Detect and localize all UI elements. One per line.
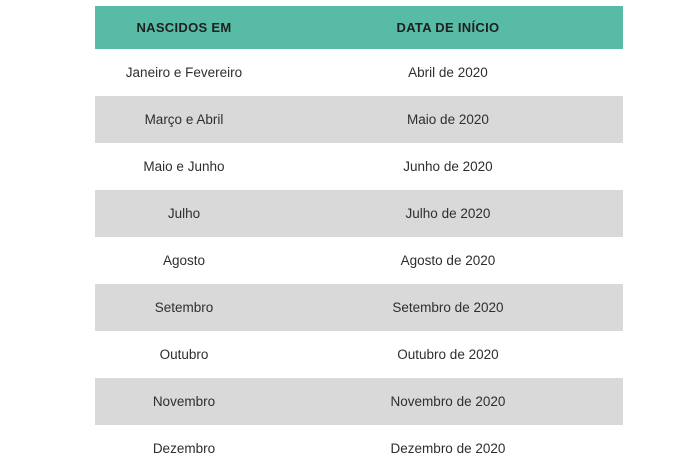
column-header-born-in: NASCIDOS EM bbox=[95, 6, 273, 49]
table-row: Julho Julho de 2020 bbox=[95, 190, 623, 237]
payment-schedule-table: NASCIDOS EM DATA DE INÍCIO Janeiro e Fev… bbox=[95, 6, 623, 472]
cell-start-date: Maio de 2020 bbox=[407, 112, 489, 127]
table-row: Setembro Setembro de 2020 bbox=[95, 284, 623, 331]
cell-born-in: Maio e Junho bbox=[143, 159, 225, 174]
cell-born-in: Setembro bbox=[154, 300, 214, 315]
cell-start-date: Julho de 2020 bbox=[405, 206, 491, 221]
cell-start-date: Agosto de 2020 bbox=[400, 253, 496, 268]
cell-start-date: Junho de 2020 bbox=[403, 159, 493, 174]
cell-born-in: Julho bbox=[167, 206, 201, 221]
cell-start-date: Outubro de 2020 bbox=[397, 347, 499, 362]
cell-born-in: Março e Abril bbox=[144, 112, 224, 127]
table-row: Dezembro Dezembro de 2020 bbox=[95, 425, 623, 472]
table-header-row: NASCIDOS EM DATA DE INÍCIO bbox=[95, 6, 623, 49]
cell-born-in: Outubro bbox=[159, 347, 209, 362]
column-header-start-date: DATA DE INÍCIO bbox=[272, 6, 623, 49]
cell-born-in: Dezembro bbox=[152, 441, 216, 456]
table-row: Novembro Novembro de 2020 bbox=[95, 378, 623, 425]
table-row: Janeiro e Fevereiro Abril de 2020 bbox=[95, 49, 623, 96]
payment-schedule-table-container: NASCIDOS EM DATA DE INÍCIO Janeiro e Fev… bbox=[95, 6, 623, 472]
cell-start-date: Setembro de 2020 bbox=[392, 300, 504, 315]
cell-born-in: Janeiro e Fevereiro bbox=[125, 65, 243, 80]
table-row: Outubro Outubro de 2020 bbox=[95, 331, 623, 378]
cell-born-in: Agosto bbox=[162, 253, 205, 268]
table-row: Março e Abril Maio de 2020 bbox=[95, 96, 623, 143]
table-row: Agosto Agosto de 2020 bbox=[95, 237, 623, 284]
table-row: Maio e Junho Junho de 2020 bbox=[95, 143, 623, 190]
cell-start-date: Novembro de 2020 bbox=[390, 394, 506, 409]
cell-start-date: Dezembro de 2020 bbox=[390, 441, 506, 456]
cell-start-date: Abril de 2020 bbox=[408, 65, 488, 80]
cell-born-in: Novembro bbox=[152, 394, 216, 409]
